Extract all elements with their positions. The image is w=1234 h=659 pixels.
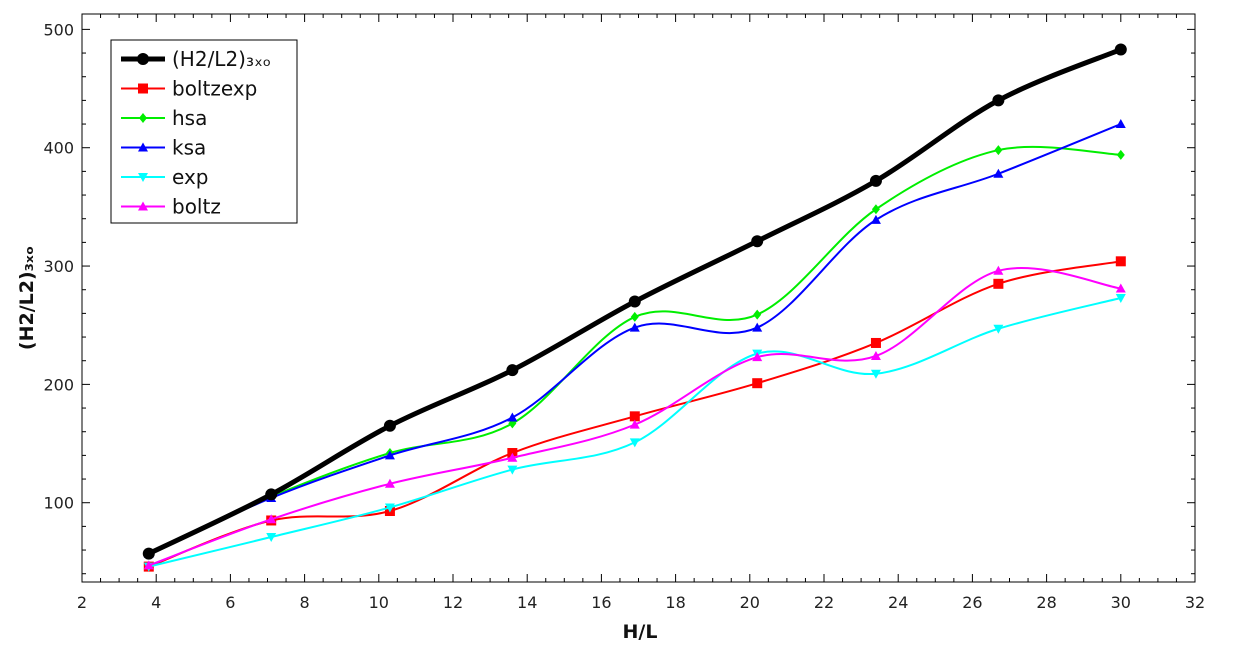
data-point-boltz xyxy=(993,265,1004,275)
data-point-exp xyxy=(1115,294,1126,303)
legend-item-hsa: hsa xyxy=(121,106,207,130)
data-point-exp xyxy=(507,465,518,475)
data-point-boltzexp xyxy=(629,411,640,422)
data-point-hsa xyxy=(753,309,762,320)
legend-marker xyxy=(139,113,147,123)
x-tick-label: 6 xyxy=(225,593,235,612)
x-tick-label: 12 xyxy=(443,593,463,612)
data-point-h2-l2 xyxy=(265,488,278,501)
data-point-h2-l2 xyxy=(383,419,396,432)
legend-label: exp xyxy=(172,165,208,189)
data-point-boltz xyxy=(629,419,640,429)
y-tick-label: 500 xyxy=(43,20,74,39)
data-point-ksa xyxy=(752,322,763,332)
series-layer xyxy=(142,43,1127,572)
legend-marker xyxy=(138,173,148,182)
y-tick-label: 400 xyxy=(43,139,74,158)
data-point-h2-l2 xyxy=(1114,43,1127,56)
legend-label: hsa xyxy=(172,106,207,130)
data-point-h2-l2 xyxy=(992,94,1005,107)
x-axis-title: H/L xyxy=(623,621,658,643)
legend: (H2/L2)₃ₓₒ boltzexp hsa ksa exp boltz xyxy=(110,39,298,224)
x-tick-label: 24 xyxy=(888,593,908,612)
data-point-boltz xyxy=(266,514,277,524)
y-axis-title: (H2/L2)₃ₓₒ xyxy=(16,246,38,350)
legend-item-exp: exp xyxy=(121,165,208,189)
legend-item-boltzexp: boltzexp xyxy=(121,77,257,101)
x-tick-label: 30 xyxy=(1111,593,1131,612)
data-point-ksa xyxy=(629,322,640,332)
data-point-boltzexp xyxy=(870,337,881,348)
legend-label: boltzexp xyxy=(172,77,257,101)
data-point-boltz xyxy=(870,350,881,360)
data-point-hsa xyxy=(994,145,1003,156)
legend-marker xyxy=(137,53,149,65)
data-point-h2-l2 xyxy=(751,235,764,248)
data-point-boltzexp xyxy=(993,278,1004,289)
x-tick-label: 18 xyxy=(665,593,685,612)
data-point-boltz xyxy=(507,452,518,462)
data-point-ksa xyxy=(1115,119,1126,129)
data-point-exp xyxy=(629,438,640,448)
x-tick-label: 2 xyxy=(77,593,87,612)
x-tick-label: 16 xyxy=(591,593,611,612)
data-point-exp xyxy=(993,324,1004,334)
series-boltz xyxy=(143,265,1126,570)
legend-item-boltz: boltz xyxy=(121,195,221,219)
data-point-boltz xyxy=(143,560,154,570)
data-point-ksa xyxy=(993,168,1004,178)
y-tick-label: 200 xyxy=(43,375,74,394)
x-tick-label: 20 xyxy=(740,593,760,612)
x-tick-label: 28 xyxy=(1036,593,1056,612)
legend-marker xyxy=(138,142,148,152)
data-point-hsa xyxy=(1116,149,1125,160)
legend-box xyxy=(110,39,298,224)
legend-marker xyxy=(138,201,148,211)
x-tick-label: 10 xyxy=(369,593,389,612)
data-point-h2-l2 xyxy=(142,547,155,560)
data-point-exp xyxy=(266,533,277,543)
data-point-boltz xyxy=(1115,283,1126,293)
x-tick-label: 14 xyxy=(517,593,537,612)
data-point-ksa xyxy=(507,412,518,422)
y-tick-label: 100 xyxy=(43,494,74,513)
series-h2-l2 xyxy=(142,43,1127,560)
x-tick-label: 4 xyxy=(151,593,161,612)
data-point-boltzexp xyxy=(752,378,763,389)
y-tick-label: 300 xyxy=(43,257,74,276)
axis-ticks: 2 4 6 8 10 12 14 16 18 20 22 24 26 28 30 32100200300400… xyxy=(43,14,1205,612)
legend-item-ksa: ksa xyxy=(121,136,206,160)
legend-label: boltz xyxy=(172,195,221,219)
legend-label: ksa xyxy=(172,136,206,160)
x-tick-label: 22 xyxy=(814,593,834,612)
data-point-boltzexp xyxy=(1115,256,1126,267)
data-point-exp xyxy=(384,503,395,513)
data-point-h2-l2 xyxy=(628,295,641,308)
x-tick-label: 8 xyxy=(300,593,310,612)
data-point-exp xyxy=(870,369,881,379)
legend-marker xyxy=(138,83,148,94)
legend-item-h2-l2: (H2/L2)₃ₓₒ xyxy=(121,47,271,71)
data-point-h2-l2 xyxy=(506,364,519,377)
legend-label: (H2/L2)₃ₓₒ xyxy=(172,47,271,71)
x-tick-label: 26 xyxy=(962,593,982,612)
data-point-ksa xyxy=(384,450,395,460)
data-point-boltz xyxy=(752,352,763,362)
data-point-ksa xyxy=(870,214,881,224)
data-point-hsa xyxy=(630,311,639,322)
data-point-h2-l2 xyxy=(869,174,882,187)
x-tick-label: 32 xyxy=(1185,593,1205,612)
data-point-boltz xyxy=(384,478,395,488)
data-point-hsa xyxy=(871,204,880,215)
